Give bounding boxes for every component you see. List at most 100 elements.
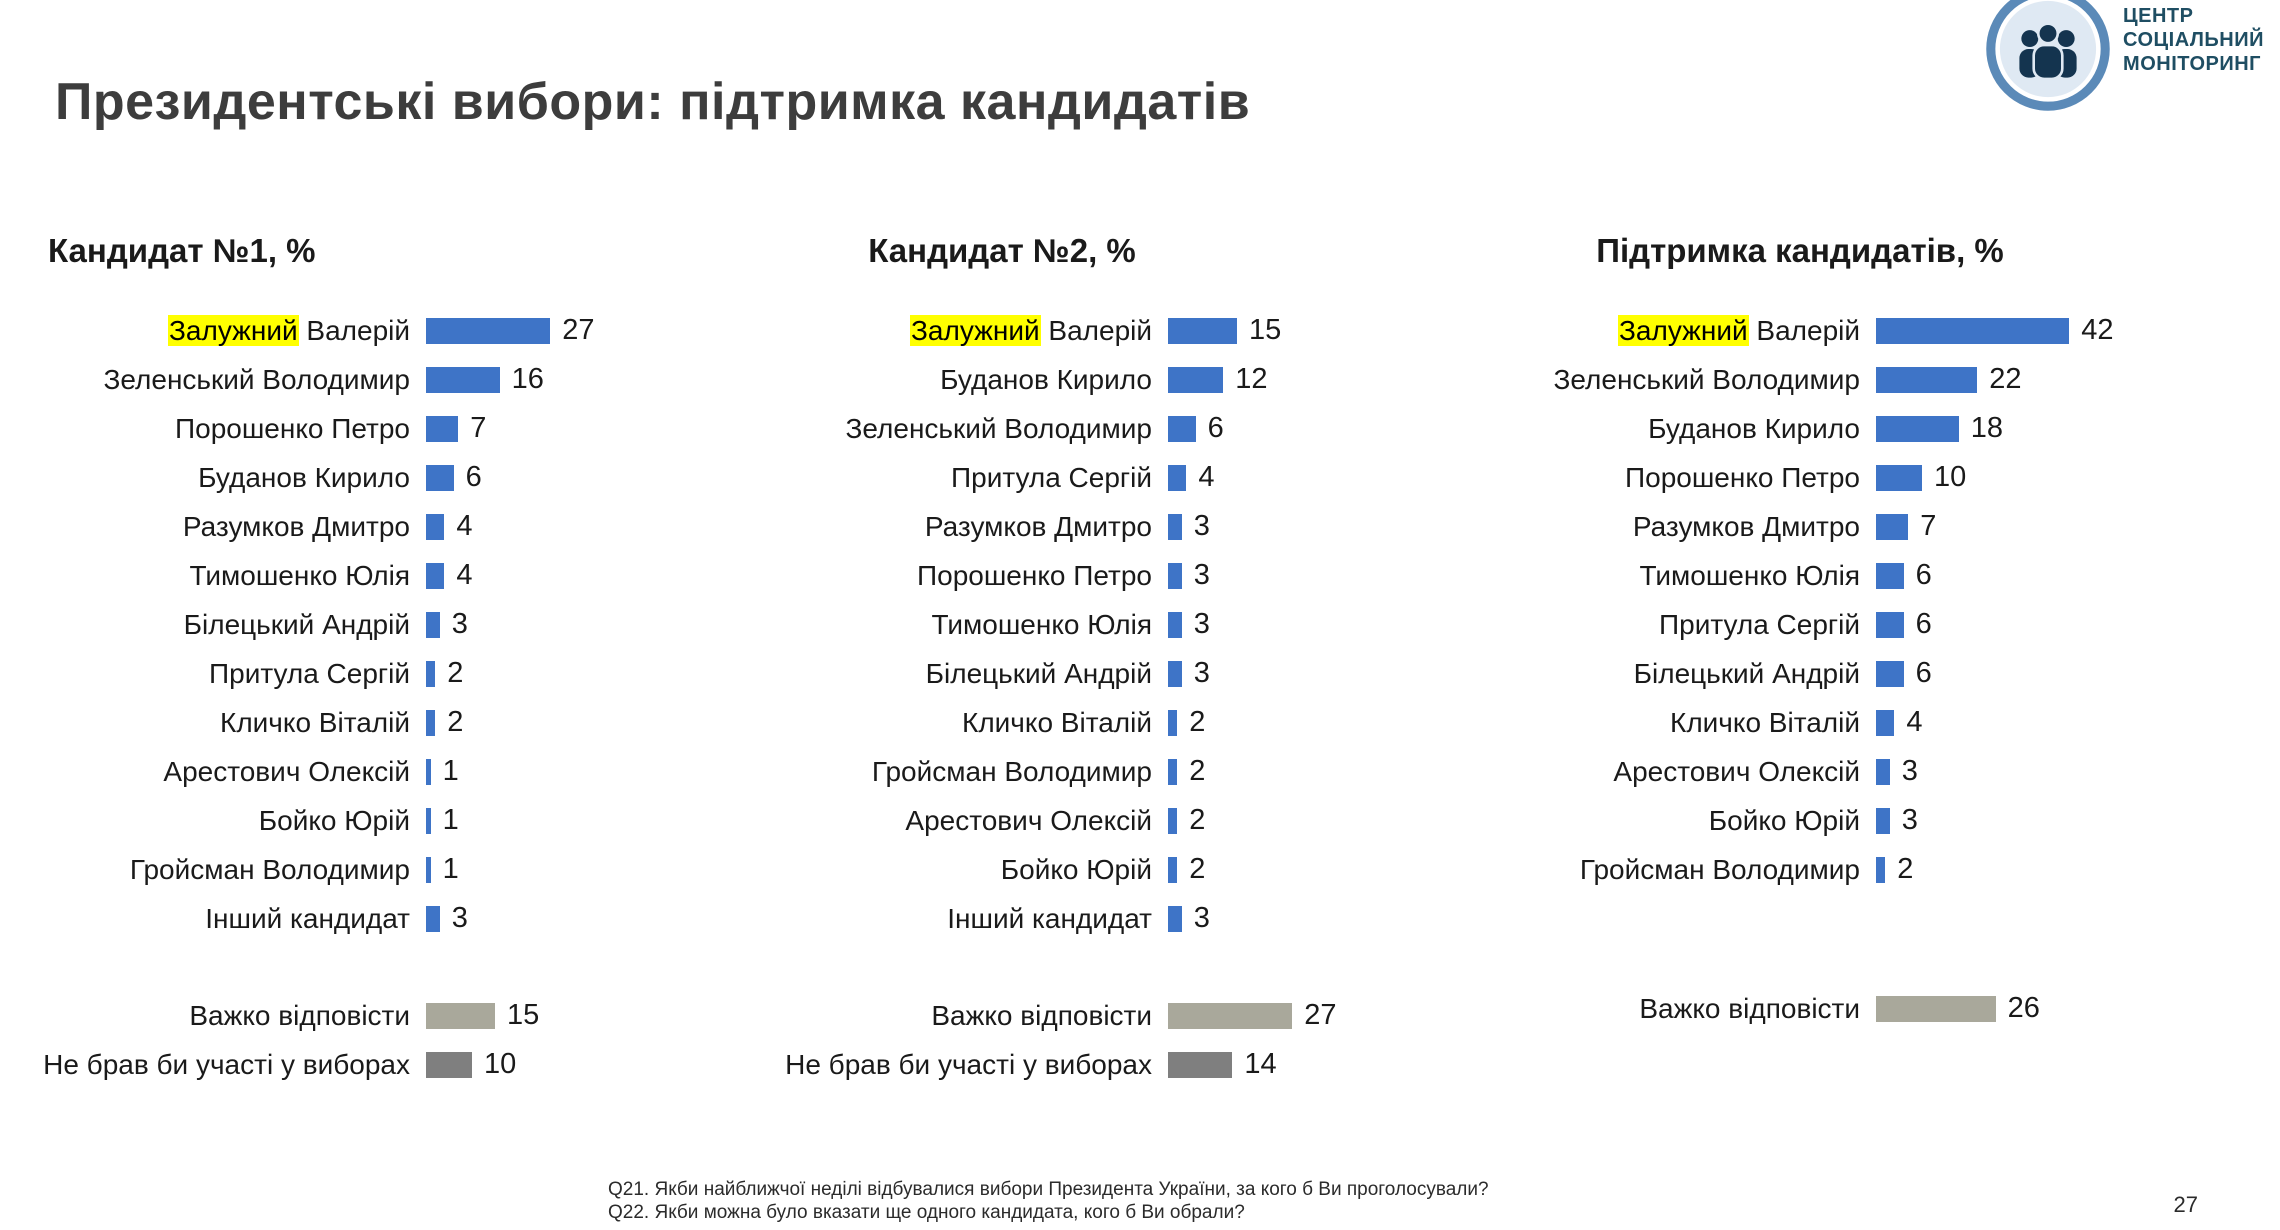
candidate-label: Не брав би участі у виборах <box>43 1048 410 1080</box>
bar-value: 1 <box>442 755 459 787</box>
bar <box>426 611 440 638</box>
bar <box>1876 660 1904 687</box>
bar-value: 42 <box>2081 314 2114 346</box>
bar <box>1876 611 1904 638</box>
bar <box>1876 464 1922 491</box>
bar-value: 6 <box>1915 608 1932 640</box>
bar-value: 12 <box>1235 363 1268 395</box>
candidate-label: Тимошенко Юлія <box>931 608 1153 640</box>
bar <box>426 807 431 834</box>
bar <box>426 709 436 736</box>
candidate-label: Тимошенко Юлія <box>1639 559 1861 591</box>
page-number: 27 <box>2173 1192 2198 1217</box>
bar <box>426 660 436 687</box>
chart-row: Арестович Олексій 3 <box>1490 747 2230 796</box>
bar-value: 3 <box>1193 902 1210 934</box>
chart-row: Бойко Юрій 3 <box>1490 796 2230 845</box>
question-notes: Q21. Якби найближчої неділі відбувалися … <box>608 1178 1489 1224</box>
candidate-label: Не брав би участі у виборах <box>785 1048 1152 1080</box>
bar-value: 26 <box>2007 992 2040 1024</box>
candidate-label: Важко відповісти <box>931 999 1152 1031</box>
candidate-label: Гройсман Володимир <box>1579 853 1860 885</box>
bar <box>1876 807 1890 834</box>
candidate-label: Разумков Дмитро <box>182 510 410 542</box>
chart-title: Підтримка кандидатів, % <box>1596 232 2004 269</box>
chart-row: Важко відповісти 27 <box>782 991 1482 1040</box>
chart-row: Притула Сергій 6 <box>1490 600 2230 649</box>
bar <box>426 317 551 344</box>
bar <box>1876 562 1904 589</box>
chart-row: Порошенко Петро 7 <box>40 404 740 453</box>
bar <box>1168 415 1196 442</box>
bar-value: 10 <box>484 1048 517 1080</box>
candidate-label: Залужний Валерій <box>1618 314 1860 346</box>
highlight-mark: Залужний <box>168 314 299 346</box>
candidate-label: Порошенко Петро <box>917 559 1152 591</box>
bar <box>1168 807 1178 834</box>
candidate-label: Буданов Кирило <box>198 461 410 493</box>
bar <box>1168 709 1178 736</box>
candidate-label: Притула Сергій <box>1659 608 1860 640</box>
bar <box>1168 611 1182 638</box>
no-answer-rows: Важко відповісти 15 Не брав би участі у ви… <box>40 991 740 1089</box>
bar-value: 3 <box>1901 755 1918 787</box>
bar-value: 6 <box>1915 657 1932 689</box>
bar <box>1168 317 1237 344</box>
bar <box>426 856 431 883</box>
chart-row: Разумков Дмитро 7 <box>1490 502 2230 551</box>
bar <box>1876 709 1895 736</box>
org-logo: ЦЕНТР СОЦІАЛЬНИЙ МОНІТОРИНГ <box>1983 0 2264 114</box>
bar-value: 2 <box>1189 804 1206 836</box>
candidate-label: Притула Сергій <box>951 461 1152 493</box>
no-answer-rows: Важко відповісти 27 Не брав би участі у ви… <box>782 991 1482 1089</box>
bar-value: 4 <box>1198 461 1215 493</box>
bar <box>1168 660 1182 687</box>
bar <box>1876 758 1890 785</box>
candidate-label: Залужний Валерій <box>168 314 410 346</box>
bar-value: 3 <box>451 608 468 640</box>
bar <box>426 562 445 589</box>
bar-value: 16 <box>511 363 544 395</box>
candidate-label: Порошенко Петро <box>1625 461 1860 493</box>
chart-row: Тимошенко Юлія 6 <box>1490 551 2230 600</box>
chart-row: Зеленський Володимир 22 <box>1490 355 2230 404</box>
candidate-label: Зеленський Володимир <box>845 412 1152 444</box>
chart-row: Притула Сергій 2 <box>40 649 740 698</box>
candidate-label: Білецький Андрій <box>1633 657 1860 689</box>
highlight-mark: Залужний <box>910 314 1041 346</box>
chart-candidate-1: Кандидат №1, % Залужний Валерій 27 Зеленсь… <box>40 232 740 1089</box>
candidate-label: Разумков Дмитро <box>1632 510 1860 542</box>
chart-row: Разумков Дмитро 3 <box>782 502 1482 551</box>
bar-value: 18 <box>1970 412 2004 444</box>
bar <box>1168 366 1224 393</box>
chart-row: Арестович Олексій 2 <box>782 796 1482 845</box>
chart-row: Арестович Олексій 1 <box>40 747 740 796</box>
candidate-label: Гройсман Володимир <box>129 853 410 885</box>
chart-row: Тимошенко Юлія 4 <box>40 551 740 600</box>
bar-value: 27 <box>1304 999 1337 1031</box>
chart-row: Бойко Юрій 2 <box>782 845 1482 894</box>
question-q21: Q21. Якби найближчої неділі відбувалися … <box>608 1179 1489 1200</box>
bar-value: 2 <box>447 706 464 738</box>
chart-row: Білецький Андрій 3 <box>40 600 740 649</box>
chart-row: Буданов Кирило 18 <box>1490 404 2230 453</box>
bar-value: 1 <box>442 853 459 885</box>
bar-value: 15 <box>1249 314 1282 346</box>
logo-text: ЦЕНТР СОЦІАЛЬНИЙ МОНІТОРИНГ <box>2123 4 2264 76</box>
bar-value: 27 <box>562 314 595 346</box>
bar <box>1168 464 1187 491</box>
chart-title: Кандидат №2, % <box>868 232 1136 269</box>
bar-value: 6 <box>1915 559 1932 591</box>
bar <box>1876 366 1978 393</box>
candidate-label: Арестович Олексій <box>1613 755 1860 787</box>
candidate-label: Зеленський Володимир <box>103 363 410 395</box>
bar-value: 1 <box>442 804 459 836</box>
bar <box>1876 513 1909 540</box>
bar <box>426 464 454 491</box>
question-q22: Q22. Якби можна було вказати ще одного к… <box>608 1202 1245 1223</box>
candidate-label: Буданов Кирило <box>940 363 1152 395</box>
bar-value: 15 <box>507 999 540 1031</box>
candidate-label: Бойко Юрій <box>1708 804 1860 836</box>
bar-value: 4 <box>456 559 473 591</box>
candidate-label: Кличко Віталій <box>1670 706 1860 738</box>
